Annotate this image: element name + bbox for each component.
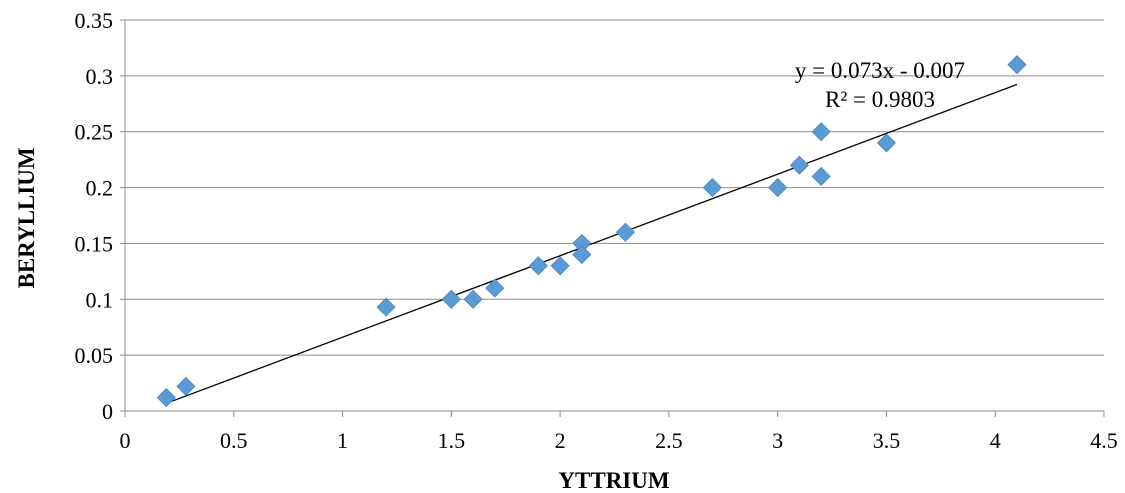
data-point	[377, 298, 395, 316]
trendline-r-squared: R² = 0.9803	[825, 87, 935, 112]
y-tick-label: 0.1	[86, 287, 114, 312]
data-point	[616, 223, 634, 241]
x-tick-label: 0.5	[220, 428, 248, 453]
y-tick-label: 0.05	[75, 343, 114, 368]
data-point	[177, 377, 195, 395]
y-tick-label: 0.3	[86, 64, 114, 89]
x-tick-label: 4	[990, 428, 1001, 453]
data-point	[769, 179, 787, 197]
y-tick-label: 0.2	[86, 176, 114, 201]
x-tick-label: 2.5	[655, 428, 683, 453]
data-point	[486, 279, 504, 297]
data-point	[442, 290, 460, 308]
y-tick-label: 0.35	[75, 8, 114, 33]
y-axis-title: BERYLLIUM	[14, 147, 39, 288]
data-point	[157, 389, 175, 407]
x-axis-title: YTTRIUM	[558, 468, 669, 493]
x-tick-label: 3	[772, 428, 783, 453]
x-tick-label: 1	[337, 428, 348, 453]
y-tick-label: 0.25	[75, 120, 114, 145]
data-point	[573, 246, 591, 264]
data-point	[551, 257, 569, 275]
x-tick-label: 3.5	[873, 428, 901, 453]
data-point	[464, 290, 482, 308]
y-tick-label: 0.15	[75, 231, 114, 256]
x-tick-label: 2	[555, 428, 566, 453]
x-tick-label: 1.5	[438, 428, 466, 453]
x-tick-label: 4.5	[1090, 428, 1118, 453]
data-point	[812, 167, 830, 185]
y-tick-label: 0	[102, 399, 113, 424]
data-point	[529, 257, 547, 275]
data-point	[790, 156, 808, 174]
data-point	[703, 179, 721, 197]
data-point	[1008, 56, 1026, 74]
data-point	[812, 123, 830, 141]
x-tick-label: 0	[120, 428, 131, 453]
trendline-equation: y = 0.073x - 0.007	[795, 58, 965, 83]
data-point	[877, 134, 895, 152]
